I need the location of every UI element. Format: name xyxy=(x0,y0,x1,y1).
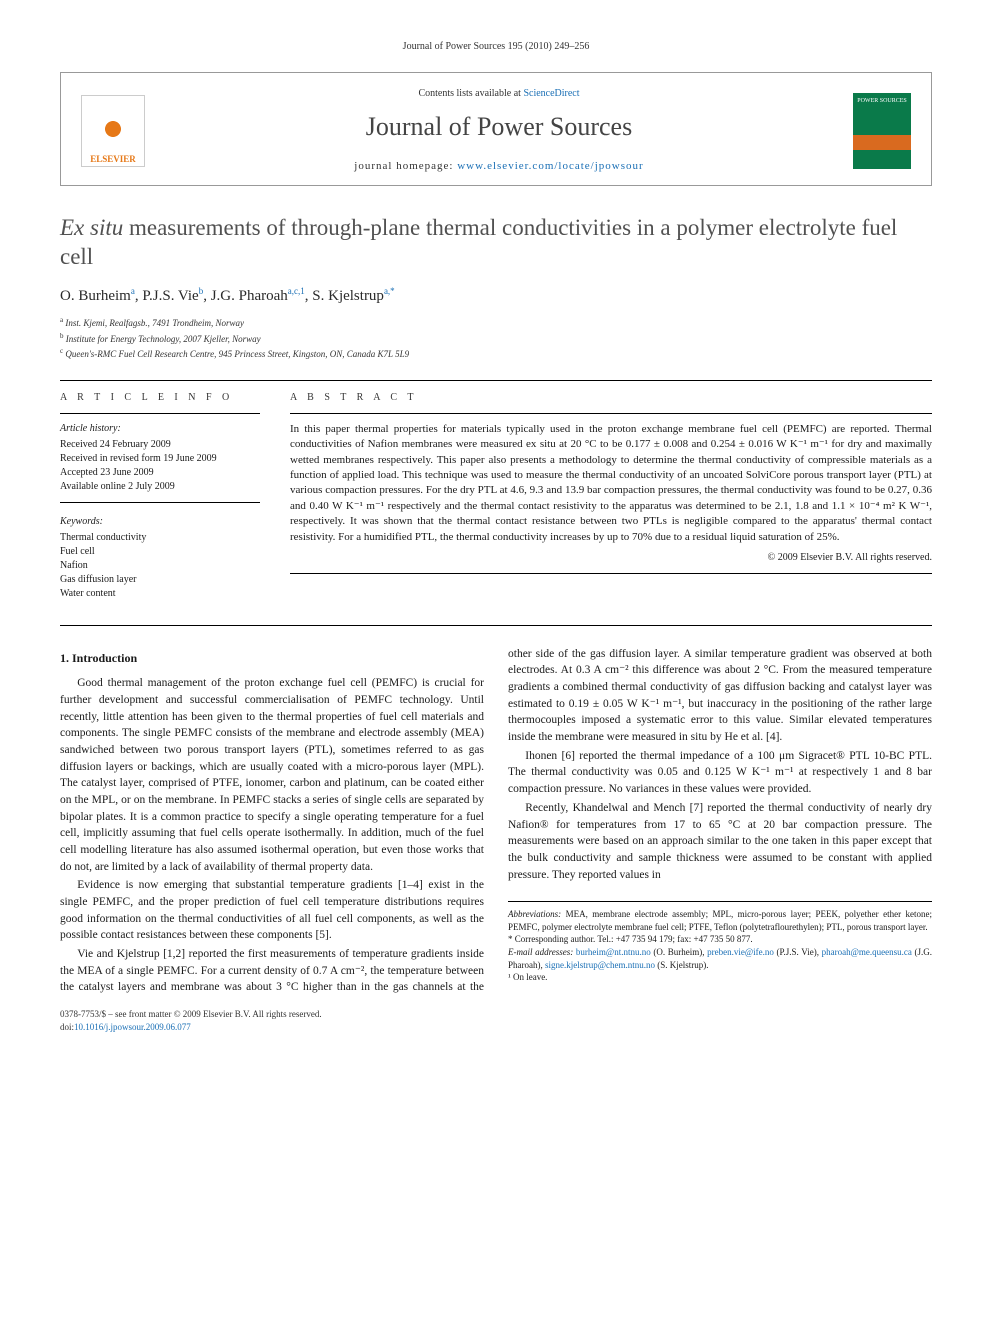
email-3[interactable]: signe.kjelstrup@chem.ntnu.no xyxy=(545,960,655,970)
email-0[interactable]: burheim@nt.ntnu.no xyxy=(576,947,651,957)
affil-a-sup: a xyxy=(60,316,63,324)
history-0: Received 24 February 2009 xyxy=(60,438,260,452)
citation-line: Journal of Power Sources 195 (2010) 249–… xyxy=(60,40,932,54)
email-3-who: (S. Kjelstrup) xyxy=(657,960,706,970)
elsevier-logo: ELSEVIER xyxy=(81,95,145,167)
article-info-column: A R T I C L E I N F O Article history: R… xyxy=(60,391,260,601)
journal-header-box: ELSEVIER Contents lists available at Sci… xyxy=(60,72,932,186)
abstract-column: A B S T R A C T In this paper thermal pr… xyxy=(290,391,932,601)
homepage-link[interactable]: www.elsevier.com/locate/jpowsour xyxy=(457,160,643,172)
abstract-text: In this paper thermal properties for mat… xyxy=(290,422,932,545)
section-1-head: 1. Introduction xyxy=(60,650,484,667)
author-2: J.G. Pharoah xyxy=(211,288,288,304)
abbreviations: Abbreviations: MEA, membrane electrode a… xyxy=(508,908,932,933)
affil-a: a Inst. Kjemi, Realfagsb., 7491 Trondhei… xyxy=(60,315,932,331)
contents-list-line: Contents lists available at ScienceDirec… xyxy=(163,87,835,101)
footnotes: Abbreviations: MEA, membrane electrode a… xyxy=(508,901,932,984)
doi-link[interactable]: 10.1016/j.jpowsour.2009.06.077 xyxy=(74,1022,191,1032)
keyword-2: Nafion xyxy=(60,559,260,573)
onleave-note: ¹ On leave. xyxy=(508,971,932,984)
history-2: Accepted 23 June 2009 xyxy=(60,466,260,480)
sciencedirect-link[interactable]: ScienceDirect xyxy=(523,88,579,99)
body-columns: 1. Introduction Good thermal management … xyxy=(60,646,932,996)
cover-label: POWER SOURCES xyxy=(857,98,907,104)
author-list: O. Burheima, P.J.S. Vieb, J.G. Pharoaha,… xyxy=(60,285,932,307)
p1: Good thermal management of the proton ex… xyxy=(60,675,484,875)
keyword-1: Fuel cell xyxy=(60,545,260,559)
title-rest: measurements of through-plane thermal co… xyxy=(60,215,897,269)
section-number: 1. xyxy=(60,651,69,665)
keywords-label: Keywords: xyxy=(60,515,260,529)
author-0: O. Burheim xyxy=(60,288,131,304)
abstract-divider-bottom xyxy=(290,573,932,574)
affiliations: a Inst. Kjemi, Realfagsb., 7491 Trondhei… xyxy=(60,315,932,362)
email-addresses: E-mail addresses: burheim@nt.ntnu.no (O.… xyxy=(508,946,932,971)
history-3: Available online 2 July 2009 xyxy=(60,480,260,494)
author-1: P.J.S. Vie xyxy=(142,288,198,304)
homepage-prefix: journal homepage: xyxy=(354,160,457,172)
p5: Recently, Khandelwal and Mench [7] repor… xyxy=(508,800,932,883)
keyword-3: Gas diffusion layer xyxy=(60,573,260,587)
email-2[interactable]: pharoah@me.queensu.ca xyxy=(822,947,912,957)
affil-c: c Queen's-RMC Fuel Cell Research Centre,… xyxy=(60,346,932,362)
abbrev-text: MEA, membrane electrode assembly; MPL, m… xyxy=(508,909,932,932)
article-info-head: A R T I C L E I N F O xyxy=(60,391,260,405)
info-divider-2 xyxy=(60,502,260,503)
divider-top xyxy=(60,380,932,381)
divider-mid xyxy=(60,625,932,626)
publisher-label: ELSEVIER xyxy=(90,153,136,166)
history-1: Received in revised form 19 June 2009 xyxy=(60,452,260,466)
email-1[interactable]: preben.vie@ife.no xyxy=(707,947,774,957)
abstract-copyright: © 2009 Elsevier B.V. All rights reserved… xyxy=(290,551,932,565)
author-3: S. Kjelstrup xyxy=(312,288,384,304)
affil-b-sup: b xyxy=(60,332,64,340)
elsevier-tree-icon xyxy=(93,113,133,153)
author-2-sup: a,c,1 xyxy=(288,286,305,296)
contents-prefix: Contents lists available at xyxy=(418,88,523,99)
affil-b-text: Institute for Energy Technology, 2007 Kj… xyxy=(66,334,261,344)
journal-name: Journal of Power Sources xyxy=(163,109,835,145)
homepage-line: journal homepage: www.elsevier.com/locat… xyxy=(163,159,835,174)
doi-label: doi: xyxy=(60,1022,74,1032)
email-1-who: (P.J.S. Vie) xyxy=(777,947,817,957)
title-italic: Ex situ xyxy=(60,215,123,240)
affil-c-sup: c xyxy=(60,347,63,355)
p2: Evidence is now emerging that substantia… xyxy=(60,877,484,944)
article-title: Ex situ measurements of through-plane th… xyxy=(60,214,932,272)
p4: Ihonen [6] reported the thermal impedanc… xyxy=(508,748,932,798)
abbrev-label: Abbreviations: xyxy=(508,909,561,919)
author-0-sup: a xyxy=(131,286,135,296)
keyword-4: Water content xyxy=(60,587,260,601)
author-3-sup: a,* xyxy=(384,286,395,296)
email-0-who: (O. Burheim) xyxy=(653,947,702,957)
info-divider-1 xyxy=(60,413,260,414)
affil-a-text: Inst. Kjemi, Realfagsb., 7491 Trondheim,… xyxy=(65,318,244,328)
abstract-head: A B S T R A C T xyxy=(290,391,932,405)
affil-b: b Institute for Energy Technology, 2007 … xyxy=(60,331,932,347)
author-1-sup: b xyxy=(199,286,204,296)
affil-c-text: Queen's-RMC Fuel Cell Research Centre, 9… xyxy=(65,349,409,359)
section-title: Introduction xyxy=(72,651,137,665)
journal-cover-thumbnail: POWER SOURCES xyxy=(853,93,911,169)
email-label: E-mail addresses: xyxy=(508,947,576,957)
front-matter-line: 0378-7753/$ – see front matter © 2009 El… xyxy=(60,1008,322,1021)
doi-line: doi:10.1016/j.jpowsour.2009.06.077 xyxy=(60,1021,322,1034)
history-label: Article history: xyxy=(60,422,260,436)
corresponding-author: * Corresponding author. Tel.: +47 735 94… xyxy=(508,933,932,946)
abstract-divider xyxy=(290,413,932,414)
page-footer: 0378-7753/$ – see front matter © 2009 El… xyxy=(60,1008,932,1033)
keyword-0: Thermal conductivity xyxy=(60,531,260,545)
